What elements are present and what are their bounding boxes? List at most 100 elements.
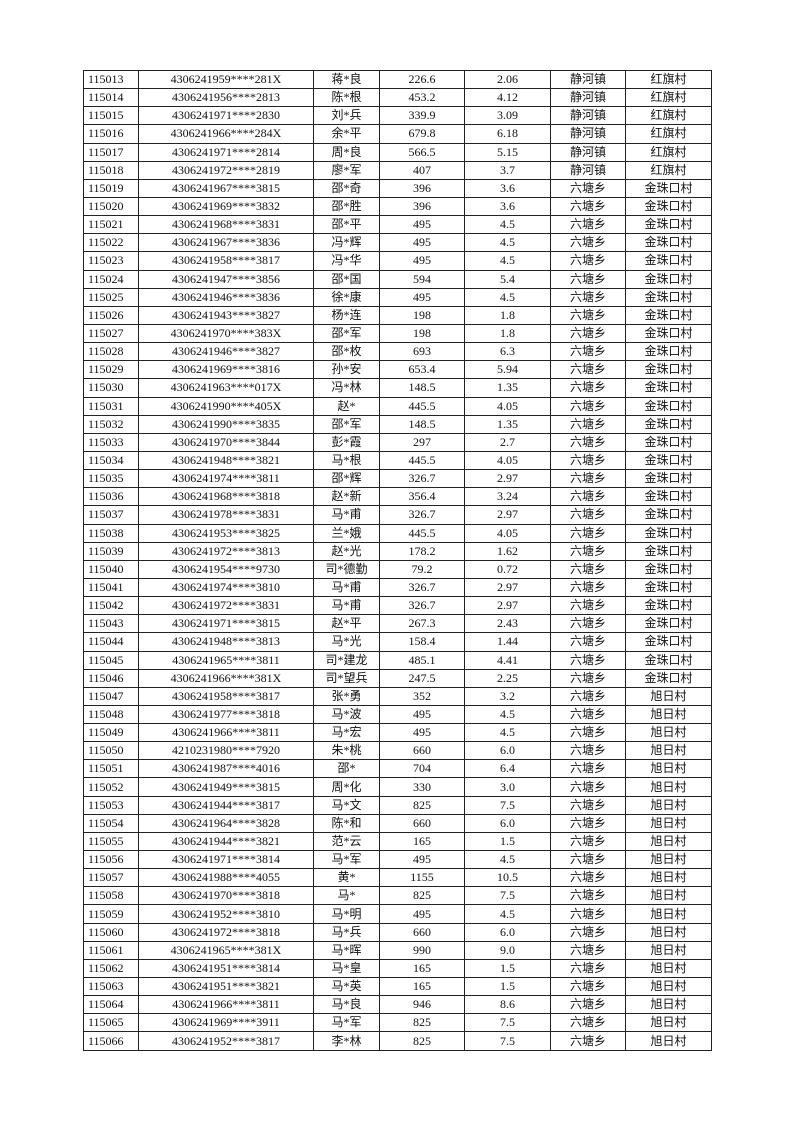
cell-record-id: 115057 <box>83 868 139 888</box>
cell-village: 金珠口村 <box>625 269 712 289</box>
cell-quantity: 1.8 <box>464 323 551 344</box>
cell-township: 六塘乡 <box>550 178 626 198</box>
cell-record-id: 115025 <box>83 287 139 307</box>
cell-village: 旭日村 <box>625 686 712 706</box>
cell-record-id: 115014 <box>83 88 139 108</box>
cell-quantity: 1.5 <box>464 958 551 979</box>
cell-amount: 825 <box>379 1013 465 1033</box>
cell-village: 金珠口村 <box>625 215 712 235</box>
cell-quantity: 6.3 <box>464 342 551 362</box>
cell-id-number: 4306241966****3811 <box>138 723 314 743</box>
cell-id-number: 4306241953****3825 <box>138 523 314 543</box>
cell-village: 金珠口村 <box>625 559 712 579</box>
cell-amount: 297 <box>379 432 465 452</box>
cell-name: 邵*胜 <box>313 196 380 217</box>
cell-quantity: 7.5 <box>464 1013 551 1033</box>
cell-township: 六塘乡 <box>550 432 626 452</box>
cell-quantity: 3.09 <box>464 106 551 126</box>
cell-id-number: 4306241970****3818 <box>138 886 314 906</box>
cell-quantity: 4.5 <box>464 850 551 870</box>
cell-village: 金珠口村 <box>625 577 712 598</box>
cell-id-number: 4306241988****4055 <box>138 868 314 888</box>
cell-name: 邵*军 <box>313 414 380 434</box>
cell-township: 六塘乡 <box>550 323 626 344</box>
cell-township: 六塘乡 <box>550 414 626 434</box>
cell-village: 旭日村 <box>625 904 712 924</box>
cell-amount: 339.9 <box>379 106 465 126</box>
cell-name: 马*甫 <box>313 505 380 525</box>
cell-id-number: 4306241959****281X <box>138 69 314 90</box>
cell-record-id: 115058 <box>83 886 139 906</box>
cell-record-id: 115033 <box>83 432 139 452</box>
cell-amount: 825 <box>379 886 465 906</box>
cell-village: 金珠口村 <box>625 251 712 271</box>
cell-amount: 165 <box>379 831 465 852</box>
cell-quantity: 4.5 <box>464 904 551 924</box>
table-row: 115028 4306241946****3827 邵*枚 693 6.3 六塘乡 金珠口村 <box>83 342 712 362</box>
cell-id-number: 4306241947****3856 <box>138 269 314 289</box>
cell-township: 六塘乡 <box>550 723 626 743</box>
table-row: 115061 4306241965****381X 马*晖 990 9.0 六塘乡 旭日村 <box>83 940 712 960</box>
cell-record-id: 115048 <box>83 704 139 725</box>
cell-id-number: 4306241952****3810 <box>138 904 314 924</box>
table-row: 115062 4306241951****3814 马*皇 165 1.5 六塘乡 旭日村 <box>83 958 712 979</box>
cell-quantity: 3.0 <box>464 777 551 797</box>
cell-name: 赵* <box>313 396 380 416</box>
table-row: 115018 4306241972****2819 廖*军 407 3.7 静河镇 红旗村 <box>83 160 712 180</box>
cell-record-id: 115031 <box>83 396 139 416</box>
cell-township: 六塘乡 <box>550 251 626 271</box>
table-row: 115035 4306241974****3811 邵*辉 326.7 2.97 六塘乡金… <box>83 469 712 489</box>
cell-amount: 495 <box>379 850 465 870</box>
cell-name: 马*明 <box>313 904 380 924</box>
cell-quantity: 4.5 <box>464 287 551 307</box>
table-row: 115065 4306241969****3911 马*军 825 7.5 六塘乡 旭日村 <box>83 1013 712 1033</box>
cell-village: 旭日村 <box>625 795 712 815</box>
cell-township: 六塘乡 <box>550 886 626 906</box>
cell-record-id: 115035 <box>83 469 139 489</box>
cell-id-number: 4306241966****381X <box>138 668 314 688</box>
cell-township: 六塘乡 <box>550 831 626 852</box>
cell-name: 马*兵 <box>313 922 380 942</box>
cell-record-id: 115046 <box>83 668 139 688</box>
cell-id-number: 4306241948****3813 <box>138 632 314 652</box>
cell-name: 兰*娥 <box>313 523 380 543</box>
cell-amount: 653.4 <box>379 360 465 380</box>
cell-village: 旭日村 <box>625 777 712 797</box>
cell-record-id: 115030 <box>83 378 139 398</box>
cell-name: 赵*新 <box>313 487 380 507</box>
cell-village: 旭日村 <box>625 886 712 906</box>
cell-amount: 825 <box>379 1031 465 1051</box>
cell-amount: 326.7 <box>379 596 465 616</box>
cell-record-id: 115016 <box>83 124 139 144</box>
cell-amount: 946 <box>379 995 465 1015</box>
cell-record-id: 115045 <box>83 650 139 670</box>
cell-amount: 566.5 <box>379 142 465 162</box>
cell-id-number: 4306241974****3810 <box>138 577 314 598</box>
cell-name: 邵*辉 <box>313 469 380 489</box>
cell-amount: 148.5 <box>379 414 465 434</box>
table-row: 115015 4306241971****2830 刘*兵 339.9 3.09 静河镇红… <box>83 106 712 126</box>
cell-quantity: 4.12 <box>464 88 551 108</box>
cell-quantity: 3.2 <box>464 686 551 706</box>
cell-record-id: 115051 <box>83 759 139 779</box>
cell-amount: 326.7 <box>379 469 465 489</box>
cell-name: 彭*霞 <box>313 432 380 452</box>
cell-village: 金珠口村 <box>625 487 712 507</box>
cell-record-id: 115028 <box>83 342 139 362</box>
cell-township: 六塘乡 <box>550 287 626 307</box>
table-row: 115052 4306241949****3815 周*化 330 3.0 六塘乡 旭日村 <box>83 777 712 797</box>
cell-village: 旭日村 <box>625 831 712 852</box>
cell-village: 金珠口村 <box>625 432 712 452</box>
cell-id-number: 4306241969****3911 <box>138 1013 314 1033</box>
table-row: 115020 4306241969****3832 邵*胜 396 3.6 六塘乡 金珠口村 <box>83 196 712 217</box>
cell-village: 金珠口村 <box>625 396 712 416</box>
cell-id-number: 4306241952****3817 <box>138 1031 314 1051</box>
cell-record-id: 115066 <box>83 1031 139 1051</box>
cell-township: 六塘乡 <box>550 995 626 1015</box>
cell-id-number: 4306241990****3835 <box>138 414 314 434</box>
cell-village: 金珠口村 <box>625 450 712 471</box>
cell-village: 红旗村 <box>625 160 712 180</box>
table-row: 115030 4306241963****017X 冯*林 148.5 1.35 六塘乡金… <box>83 378 712 398</box>
cell-village: 旭日村 <box>625 868 712 888</box>
cell-name: 邵*军 <box>313 323 380 344</box>
